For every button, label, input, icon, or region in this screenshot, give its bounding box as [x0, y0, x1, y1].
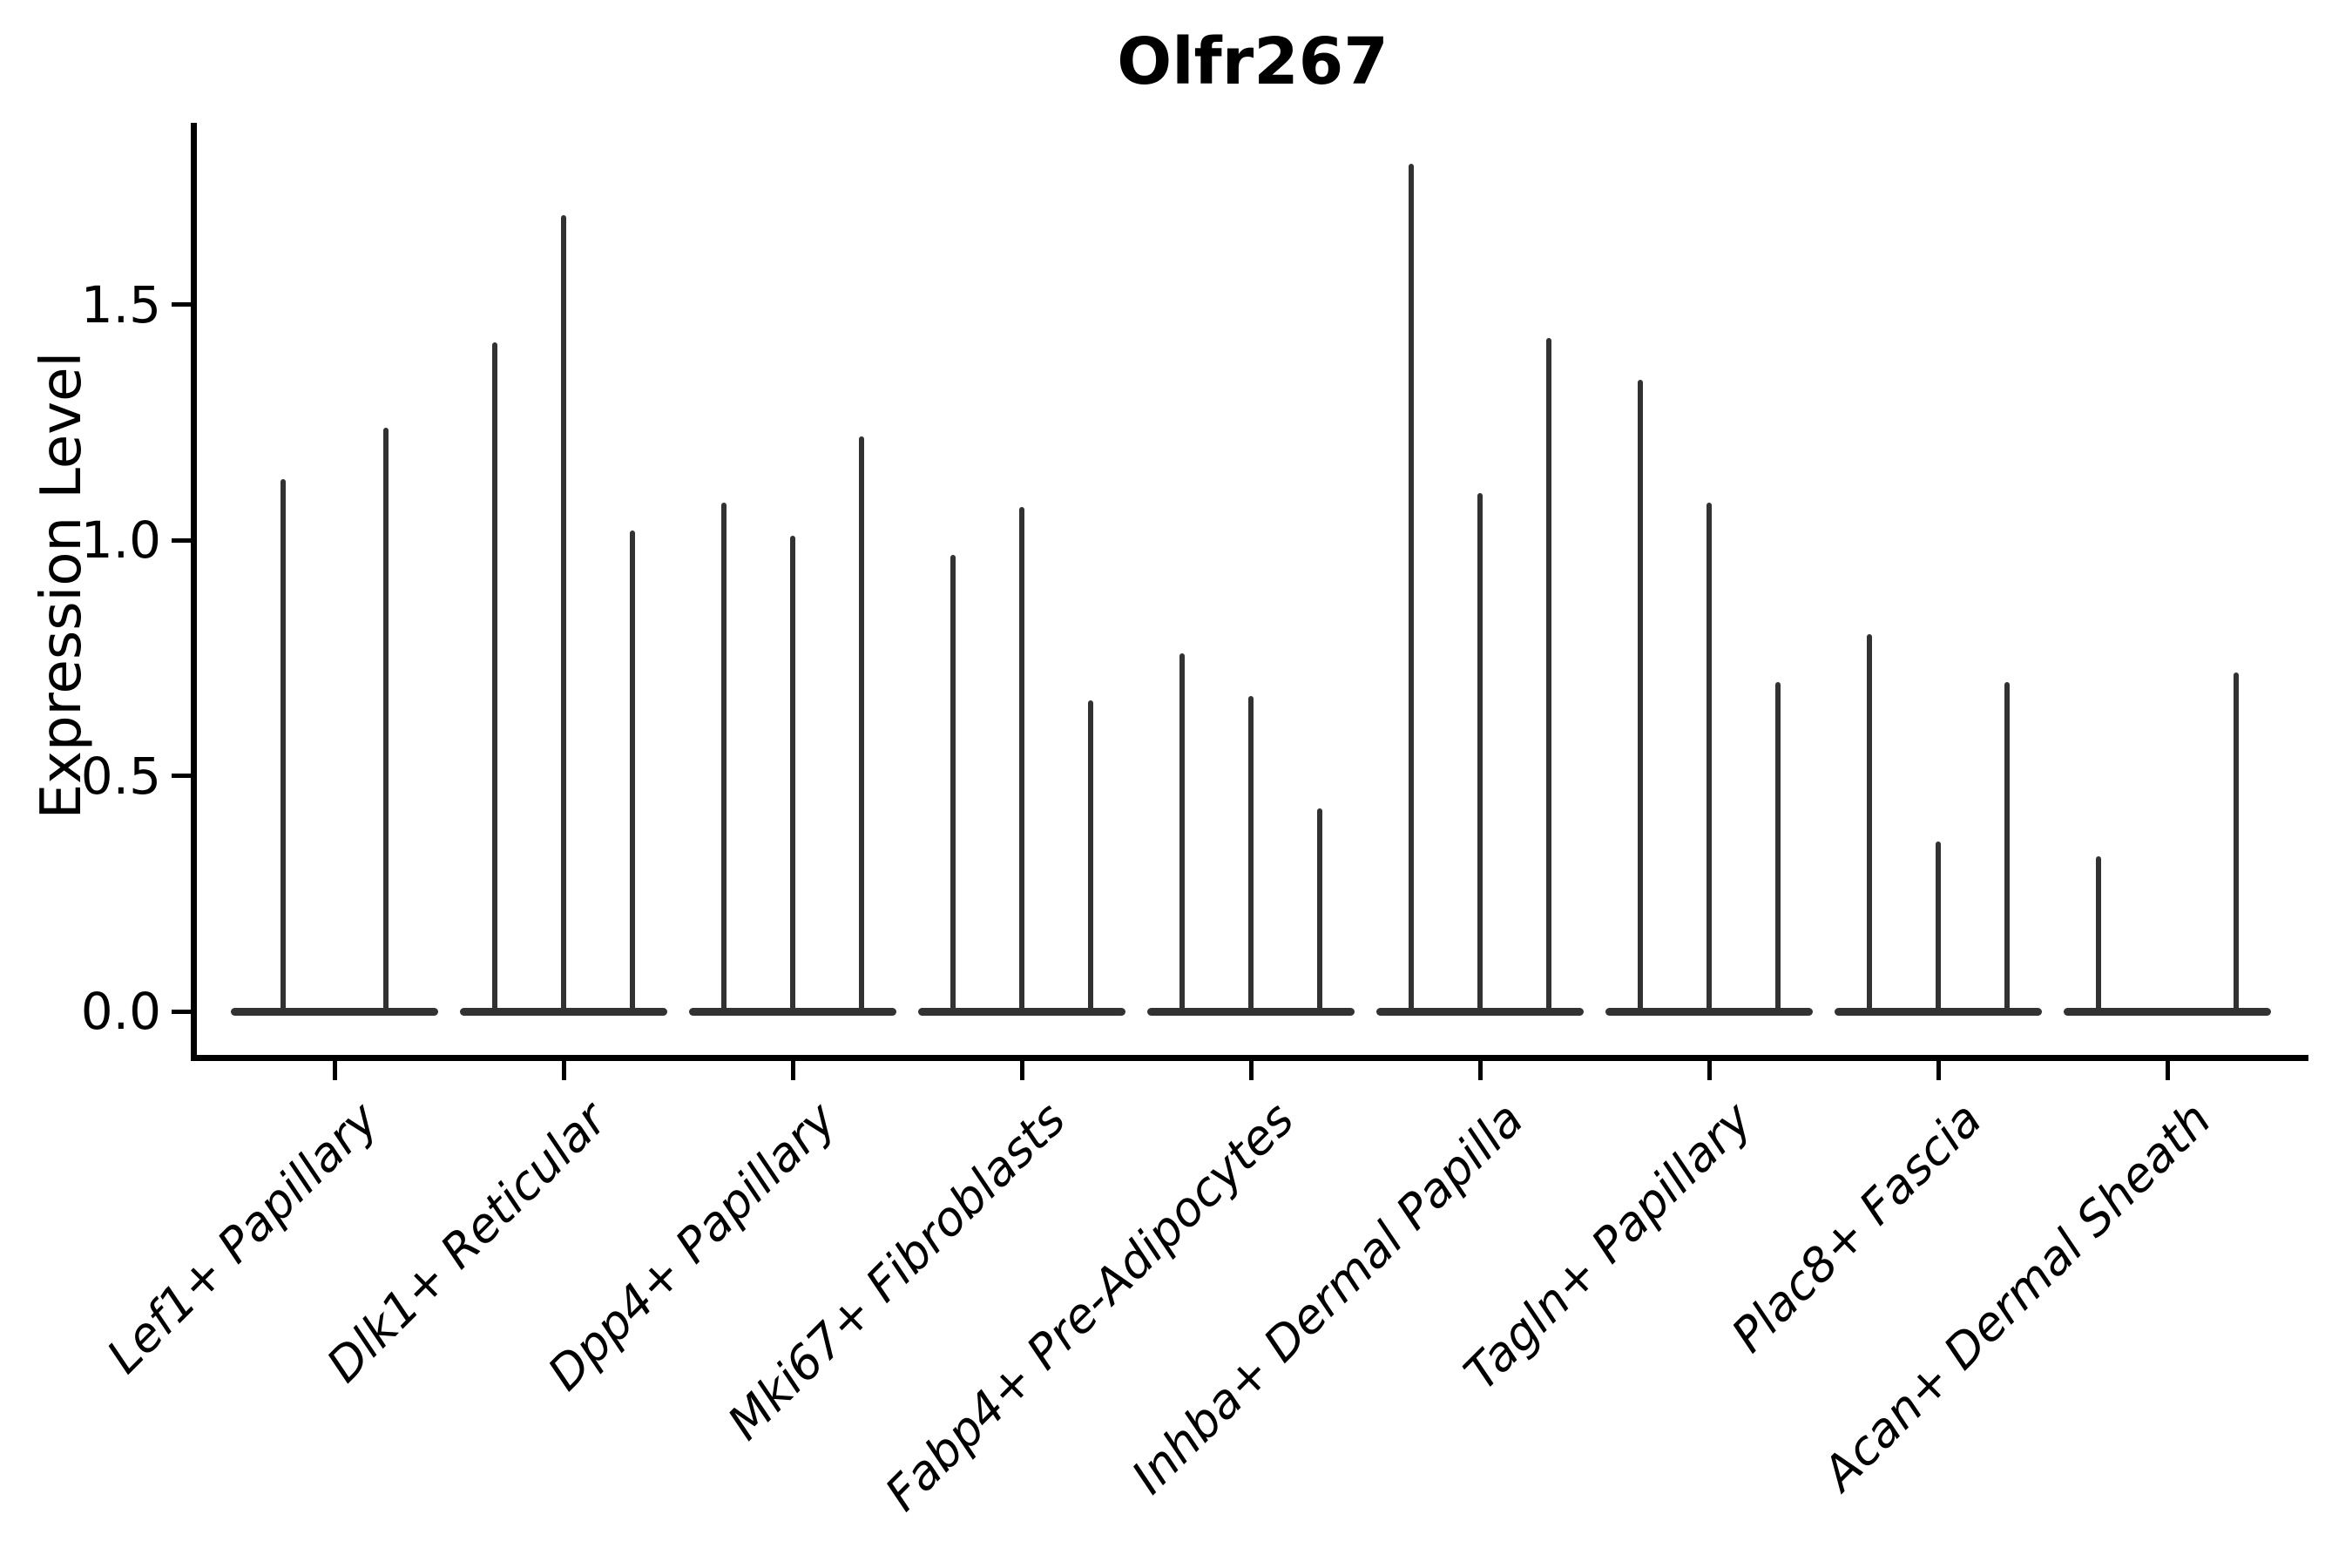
violin-base [2064, 1007, 2271, 1016]
x-axis-spine [191, 1055, 2308, 1061]
violin-spike [1477, 493, 1483, 1016]
x-tick [332, 1061, 337, 1080]
x-tick [1248, 1061, 1254, 1080]
x-tick [1707, 1061, 1712, 1080]
violin-spike [1179, 653, 1185, 1016]
y-tick-label: 1.0 [80, 510, 161, 571]
x-tick-label: Acan+ Dermal Sheath [1811, 1092, 2221, 1501]
plot-title: Olfr267 [1117, 24, 1389, 99]
y-tick-label: 0.5 [80, 746, 161, 806]
y-tick-label: 1.5 [80, 274, 161, 335]
violin-spike [2096, 855, 2101, 1016]
violin-spike [280, 479, 286, 1016]
violin-spike [859, 436, 864, 1016]
violin-spike [2004, 681, 2010, 1016]
violin-spike [492, 342, 497, 1016]
violin-spike [1638, 380, 1643, 1016]
violin-spike [1317, 808, 1322, 1016]
violin-spike [383, 427, 389, 1016]
violin-spike [2234, 672, 2239, 1016]
x-tick-label: Plac8+ Fascia [1720, 1092, 1992, 1363]
x-tick [790, 1061, 795, 1080]
violin-spike [1019, 507, 1024, 1016]
violin-spike [1867, 634, 1872, 1016]
y-tick-label: 0.0 [80, 982, 161, 1041]
y-tick [172, 1009, 191, 1014]
violin-spike [1936, 841, 1941, 1016]
x-tick [561, 1061, 566, 1080]
violin-spike [1248, 695, 1254, 1016]
x-tick [2165, 1061, 2170, 1080]
violin-spike [630, 531, 635, 1016]
violin-spike [721, 503, 727, 1016]
violin-spike [1409, 163, 1414, 1016]
x-tick-label: Inhba+ Dermal Papilla [1120, 1092, 1534, 1504]
x-tick [1019, 1061, 1024, 1080]
violin-spike [950, 554, 956, 1016]
y-axis-spine [191, 123, 197, 1061]
y-tick [172, 774, 191, 779]
x-tick [1936, 1061, 1941, 1080]
violin-spike [790, 535, 795, 1016]
y-tick [172, 302, 191, 308]
violin-spike [1088, 700, 1093, 1016]
violin-spike [561, 215, 566, 1016]
violin-spike [1546, 337, 1551, 1016]
y-tick [172, 537, 191, 543]
x-tick-label: Fabp4+ Pre-Adipocytes [875, 1092, 1305, 1522]
violin-base [231, 1007, 438, 1016]
violin-spike [1707, 503, 1712, 1016]
violin-spike [1775, 681, 1781, 1016]
x-tick [1477, 1061, 1483, 1080]
